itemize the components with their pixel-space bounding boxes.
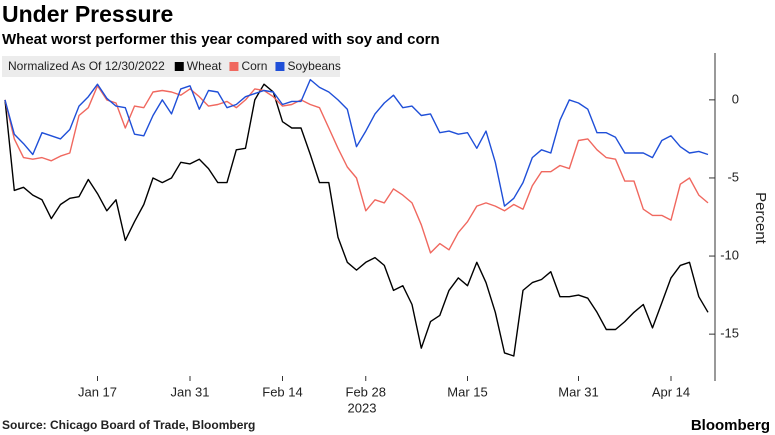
y-tick-label: -15 [720,326,739,341]
x-tick-label: Jan 17 [78,384,117,399]
year-label: 2023 [348,400,377,415]
legend-title: Normalized As Of 12/30/2022 [8,59,165,73]
x-tick-label: Mar 15 [447,384,487,399]
legend-swatch [229,62,239,71]
line-soybeans [4,78,709,207]
chart-title: Under Pressure [2,1,173,27]
x-tick-label: Mar 31 [558,384,598,399]
legend-label: Wheat [187,59,222,73]
line-corn [4,85,709,254]
legend-swatch [275,62,285,71]
y-tick-label: -10 [720,247,739,262]
x-tick-label: Feb 28 [346,384,386,399]
brand: Bloomberg [691,417,770,434]
y-axis-label: Percent [752,192,769,245]
line-wheat [4,83,709,357]
y-tick-label: -5 [727,169,739,184]
legend-label: Corn [241,59,267,73]
y-tick-label: 0 [732,91,739,106]
x-tick-label: Jan 31 [170,384,209,399]
x-tick-label: Feb 14 [262,384,302,399]
legend-label: Soybeans [287,59,340,73]
source: Source: Chicago Board of Trade, Bloomber… [2,418,255,432]
legend-box [2,56,340,77]
legend-swatch [174,62,184,71]
chart-subtitle: Wheat worst performer this year compared… [2,31,440,48]
x-tick-label: Apr 14 [652,384,690,399]
